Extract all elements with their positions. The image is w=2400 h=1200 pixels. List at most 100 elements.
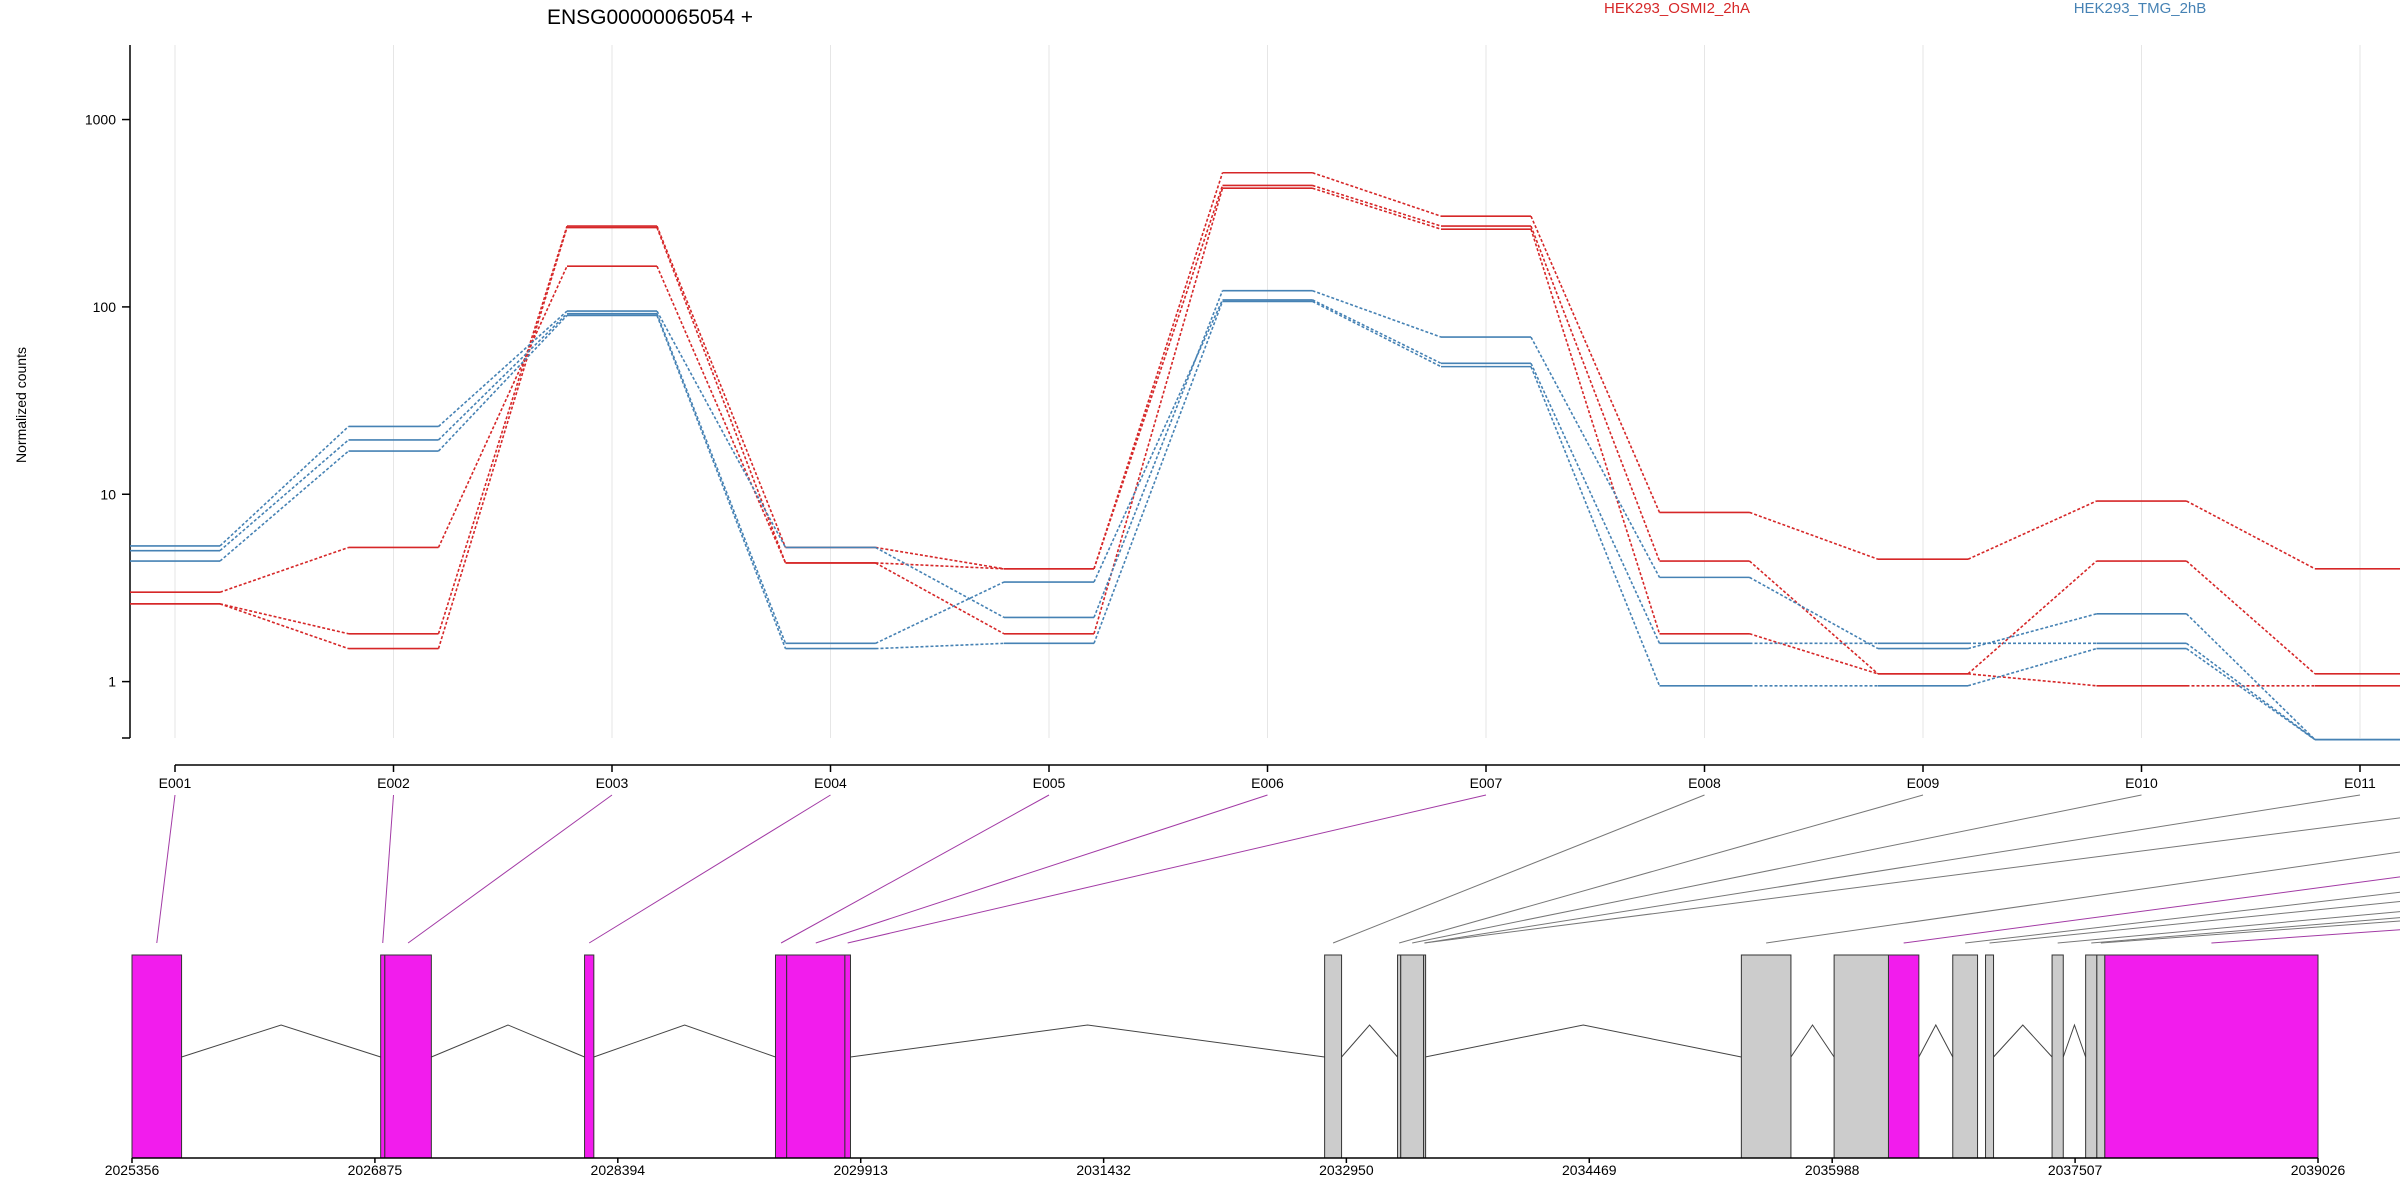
series-2-link-4 bbox=[1093, 188, 1224, 634]
intron-3 bbox=[850, 1024, 1325, 1058]
series-5-link-8 bbox=[1967, 647, 2097, 687]
coordinate-label-2026875: 2026875 bbox=[348, 1162, 403, 1178]
series-3-link-9 bbox=[2185, 613, 2316, 741]
series-2-link-7 bbox=[1749, 633, 1879, 675]
exon-label-E010: E010 bbox=[2125, 775, 2158, 791]
series-2-link-0 bbox=[219, 603, 349, 650]
series-2-HEK293_OSMI2_2hA bbox=[130, 187, 2400, 687]
series-1-link-5 bbox=[1312, 184, 1442, 227]
series-2-link-2 bbox=[656, 227, 787, 564]
exon-block-9 bbox=[1400, 954, 1425, 1159]
series-4-link-0 bbox=[219, 439, 350, 552]
series-2-link-6 bbox=[1530, 228, 1661, 635]
y-tick-label-1: 1 bbox=[108, 674, 116, 690]
series-4-link-6 bbox=[1530, 362, 1661, 644]
connector-E016 bbox=[1989, 900, 2400, 944]
series-4-HEK293_TMG_2hB bbox=[130, 299, 2400, 741]
exon-connector-lines bbox=[156, 794, 2400, 944]
series-4-link-3 bbox=[875, 581, 1005, 645]
connector-E009 bbox=[1399, 794, 1924, 944]
exon-block-3 bbox=[584, 954, 595, 1159]
series-3-link-8 bbox=[1967, 613, 2097, 650]
series-0-link-4 bbox=[1093, 172, 1224, 570]
connector-E002 bbox=[382, 794, 394, 944]
exon-block-1 bbox=[380, 954, 386, 1159]
connector-E015 bbox=[1965, 891, 2400, 944]
intron-0 bbox=[181, 1024, 381, 1058]
y-tick-label-10: 10 bbox=[100, 486, 116, 502]
y-axis: 1 10 100 1000 bbox=[85, 45, 131, 739]
intron-1 bbox=[431, 1024, 585, 1058]
exon-block-19 bbox=[2104, 954, 2319, 1159]
coordinate-label-2031432: 2031432 bbox=[1076, 1162, 1131, 1178]
exon-label-E011: E011 bbox=[2344, 775, 2376, 791]
connector-E017 bbox=[2057, 911, 2400, 944]
series-3-link-5 bbox=[1312, 289, 1442, 338]
intron-7 bbox=[1918, 1023, 1954, 1058]
series-4-link-9 bbox=[2186, 642, 2316, 741]
connector-E006 bbox=[815, 794, 1268, 944]
exon-block-5 bbox=[786, 954, 846, 1159]
connector-E005 bbox=[780, 794, 1050, 944]
exon-axis: E001 E002 E003 E004 E005 E006 E007 E008 E009 E010… bbox=[159, 764, 2400, 791]
exon-block-0 bbox=[131, 954, 183, 1159]
series-0-link-9 bbox=[2186, 500, 2316, 570]
series-5-link-9 bbox=[2186, 647, 2316, 741]
exon-block-18 bbox=[2096, 954, 2106, 1159]
series-5-HEK293_TMG_2hB bbox=[130, 300, 2400, 741]
exon-block-10 bbox=[1423, 954, 1427, 1159]
series-0-link-5 bbox=[1312, 172, 1442, 217]
series-3-link-6 bbox=[1530, 336, 1661, 578]
connector-E020 bbox=[2211, 929, 2400, 944]
series-3-HEK293_TMG_2hB bbox=[130, 289, 2400, 741]
series-0-link-1 bbox=[437, 225, 568, 635]
series-4-link-5 bbox=[1312, 299, 1442, 365]
series-1-link-1 bbox=[437, 265, 568, 548]
series-3-link-4 bbox=[1093, 290, 1224, 618]
series-1-link-7 bbox=[1748, 560, 1879, 675]
coordinate-label-2037507: 2037507 bbox=[2048, 1162, 2103, 1178]
series-1-link-6 bbox=[1530, 225, 1661, 562]
series-2-link-8 bbox=[1967, 673, 2097, 687]
exon-block-6 bbox=[844, 954, 851, 1159]
series-1-HEK293_OSMI2_2hA bbox=[130, 184, 2400, 675]
series-0-link-3 bbox=[875, 546, 1005, 570]
series-3-link-7 bbox=[1749, 576, 1879, 650]
connector-E013 bbox=[1766, 851, 2400, 944]
series-1-link-0 bbox=[219, 546, 349, 593]
series-1-link-3 bbox=[875, 562, 1005, 570]
series-3-link-0 bbox=[219, 425, 350, 547]
exon-block-12 bbox=[1833, 954, 1889, 1159]
intron-8 bbox=[1993, 1024, 2053, 1058]
exon-block-13 bbox=[1887, 954, 1920, 1159]
series-lines bbox=[130, 171, 2400, 741]
connector-E001 bbox=[156, 794, 176, 944]
intron-2 bbox=[593, 1024, 776, 1058]
coordinate-label-2029913: 2029913 bbox=[833, 1162, 888, 1178]
gene-model bbox=[131, 954, 2319, 1159]
exon-label-E001: E001 bbox=[159, 775, 192, 791]
series-5-link-0 bbox=[219, 450, 350, 562]
exon-block-7 bbox=[1324, 954, 1343, 1159]
exon-label-E009: E009 bbox=[1907, 775, 1940, 791]
coordinate-label-2028394: 2028394 bbox=[591, 1162, 646, 1178]
exon-label-E005: E005 bbox=[1033, 775, 1066, 791]
connector-E007 bbox=[847, 794, 1487, 944]
exon-block-17 bbox=[2085, 954, 2098, 1159]
vertical-gridlines bbox=[174, 45, 2361, 738]
series-3-link-3 bbox=[875, 546, 1005, 619]
series-2-link-1 bbox=[437, 227, 568, 649]
coordinate-label-2032950: 2032950 bbox=[1319, 1162, 1374, 1178]
series-4-link-4 bbox=[1093, 299, 1224, 583]
coordinate-label-2034469: 2034469 bbox=[1562, 1162, 1617, 1178]
series-5-link-2 bbox=[656, 315, 787, 649]
series-1-link-4 bbox=[1093, 185, 1224, 570]
series-2-link-5 bbox=[1312, 187, 1442, 230]
series-4-link-2 bbox=[656, 313, 787, 644]
connector-E004 bbox=[588, 794, 831, 944]
connector-E010 bbox=[1412, 794, 2142, 944]
series-5-link-5 bbox=[1312, 300, 1442, 368]
series-5-link-1 bbox=[437, 314, 568, 452]
intron-6 bbox=[1790, 1024, 1835, 1058]
